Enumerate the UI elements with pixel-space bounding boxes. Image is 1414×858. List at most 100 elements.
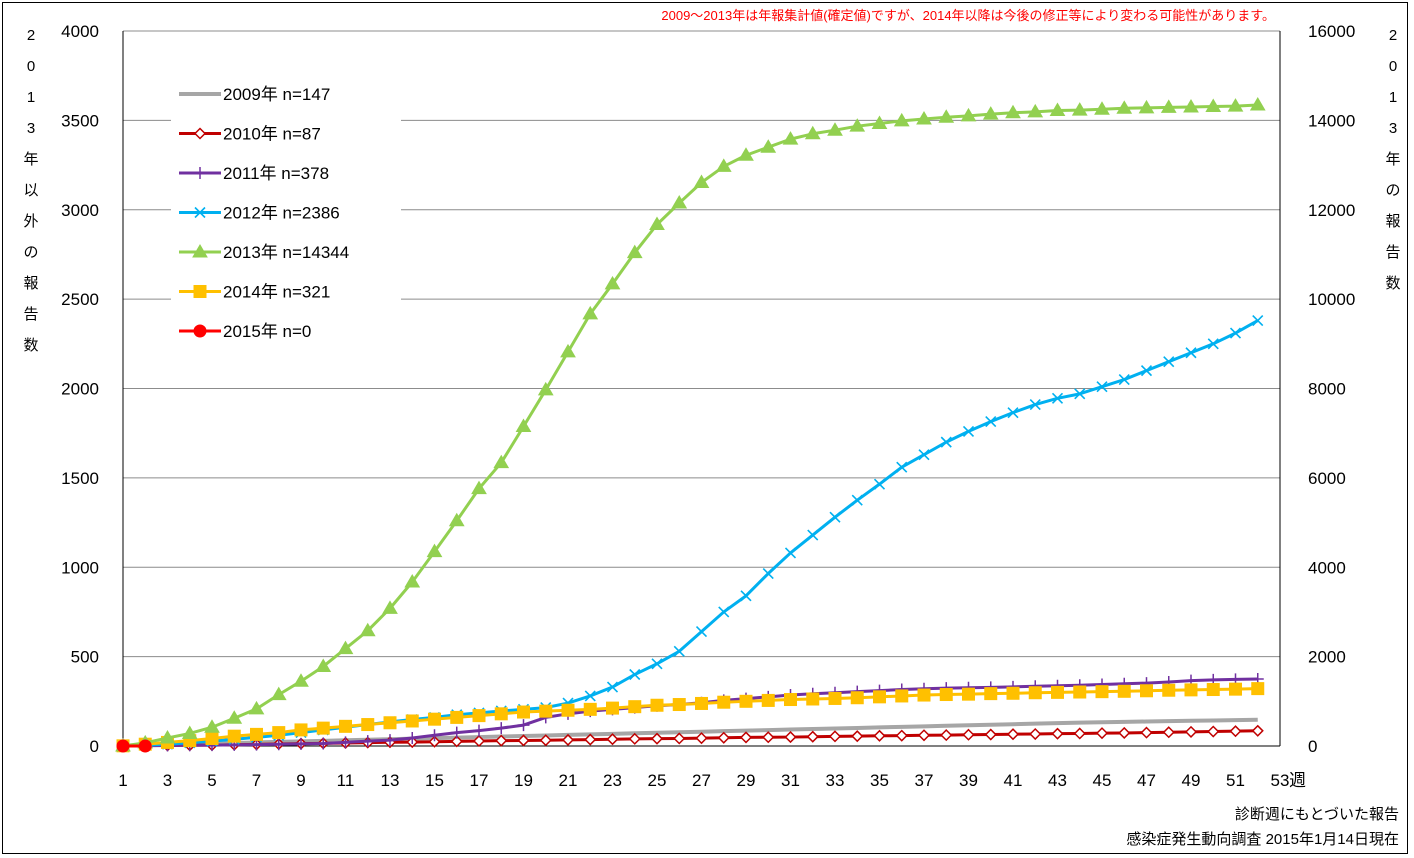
data-point bbox=[695, 626, 708, 638]
data-point bbox=[1051, 727, 1064, 740]
data-point bbox=[940, 436, 952, 448]
data-point bbox=[985, 416, 997, 428]
x-tick-label: 33 bbox=[826, 771, 845, 790]
data-point bbox=[515, 418, 532, 432]
data-point bbox=[850, 691, 864, 705]
series-line bbox=[122, 103, 1258, 748]
data-point bbox=[495, 734, 508, 747]
data-point bbox=[1116, 100, 1133, 114]
x-tick-label: 29 bbox=[737, 771, 756, 790]
data-point bbox=[1140, 365, 1153, 377]
data-point bbox=[1184, 683, 1198, 697]
series-2015 bbox=[116, 739, 152, 753]
data-point bbox=[405, 714, 419, 728]
data-point bbox=[982, 106, 999, 120]
data-point bbox=[226, 710, 243, 724]
data-point bbox=[1073, 727, 1086, 740]
legend-swatch-marker bbox=[193, 127, 207, 140]
data-point bbox=[473, 724, 485, 737]
data-point bbox=[1205, 98, 1222, 113]
data-point bbox=[829, 511, 841, 523]
data-point bbox=[717, 695, 731, 709]
y-left-label-char: 1 bbox=[27, 89, 35, 106]
data-point bbox=[739, 694, 753, 708]
data-point bbox=[606, 733, 619, 746]
data-point bbox=[604, 275, 621, 290]
data-point bbox=[650, 732, 664, 745]
y-left-tick-label: 0 bbox=[90, 737, 99, 756]
y-left-tick-label: 3500 bbox=[61, 111, 99, 130]
data-point bbox=[272, 726, 286, 740]
data-point bbox=[1095, 685, 1109, 699]
data-point bbox=[493, 454, 510, 469]
data-point bbox=[873, 478, 886, 490]
y-left-label-char: 数 bbox=[23, 337, 38, 354]
data-point bbox=[1051, 685, 1064, 699]
y-left-tick-label: 3000 bbox=[61, 201, 99, 220]
data-point bbox=[1162, 683, 1176, 697]
data-point bbox=[406, 731, 419, 744]
data-point bbox=[807, 529, 819, 541]
data-point bbox=[448, 512, 465, 527]
data-point bbox=[718, 606, 730, 618]
y-right-label-char: 1 bbox=[1389, 89, 1397, 106]
x-tick-label: 17 bbox=[470, 771, 489, 790]
data-point bbox=[804, 125, 821, 140]
data-point bbox=[671, 195, 688, 209]
data-point bbox=[851, 494, 863, 506]
x-tick-label: 35 bbox=[870, 771, 889, 790]
legend-swatch-marker bbox=[192, 244, 208, 258]
data-point bbox=[917, 688, 931, 702]
legend-label: 2011年 n=378 bbox=[223, 164, 329, 183]
data-point bbox=[560, 343, 576, 358]
data-point bbox=[339, 736, 352, 749]
data-point bbox=[984, 728, 997, 741]
data-point bbox=[1005, 104, 1021, 119]
data-point bbox=[1027, 103, 1044, 118]
data-point bbox=[1207, 338, 1219, 350]
y-right-tick-label: 8000 bbox=[1308, 380, 1346, 399]
y-left-label-char: 2 bbox=[27, 27, 35, 44]
data-point bbox=[917, 729, 931, 742]
data-point bbox=[762, 731, 775, 744]
legend-label: 2009年 n=147 bbox=[223, 85, 330, 104]
data-point bbox=[584, 733, 597, 746]
y-left-label-char: 外 bbox=[23, 213, 38, 230]
x-tick-label: 43 bbox=[1048, 771, 1067, 790]
data-point bbox=[1229, 682, 1242, 696]
legend-swatch-marker bbox=[193, 324, 207, 338]
legend-entry: 2010年 n=87 bbox=[179, 125, 321, 144]
data-point bbox=[361, 718, 375, 732]
x-tick-label: 31 bbox=[781, 771, 800, 790]
x-tick-label: 51 bbox=[1226, 771, 1245, 790]
legend-label: 2010年 n=87 bbox=[223, 125, 321, 144]
axes: 0 500 1000 1500 2000 2500 3000 3500 4000 0 2000 400… bbox=[61, 22, 1355, 790]
y-right-tick-label: 0 bbox=[1308, 737, 1317, 756]
data-point bbox=[561, 733, 575, 746]
data-point bbox=[1029, 727, 1042, 741]
line-chart: 0500100015002000250030003500400002000400… bbox=[23, 8, 1400, 848]
y-right-label-char: 3 bbox=[1389, 120, 1397, 137]
data-point bbox=[450, 735, 463, 748]
x-tick-label: 19 bbox=[514, 771, 533, 790]
data-point bbox=[450, 710, 464, 724]
data-point bbox=[428, 729, 441, 742]
data-point bbox=[428, 735, 441, 748]
y-left-tick-label: 500 bbox=[71, 648, 99, 667]
data-point bbox=[517, 719, 530, 732]
y-left-tick-label: 2000 bbox=[61, 380, 99, 399]
series-2010 bbox=[116, 724, 1264, 752]
data-point bbox=[1163, 356, 1175, 368]
series-2013 bbox=[115, 97, 1266, 752]
data-point bbox=[138, 739, 152, 753]
x-tick-label: 53 bbox=[1271, 771, 1290, 790]
data-point bbox=[651, 658, 663, 670]
data-point bbox=[250, 727, 263, 741]
data-point bbox=[1249, 97, 1266, 111]
data-point bbox=[695, 696, 708, 710]
data-point bbox=[1229, 725, 1242, 738]
y-left-tick-label: 2500 bbox=[61, 290, 99, 309]
y-left-tick-label: 1500 bbox=[61, 469, 99, 488]
x-tick-label: 11 bbox=[337, 771, 355, 790]
x-tick-label: 27 bbox=[692, 771, 711, 790]
